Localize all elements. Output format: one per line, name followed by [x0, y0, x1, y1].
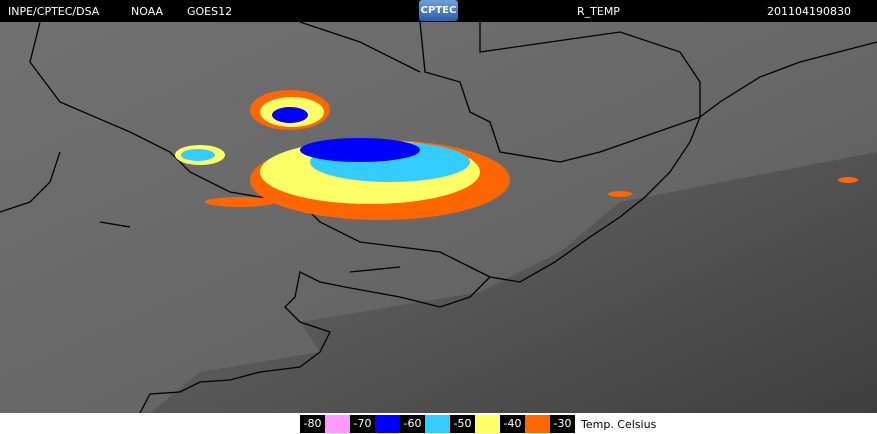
cloud-tops — [175, 90, 858, 220]
source: INPE/CPTEC/DSA — [8, 5, 100, 18]
legend-value: -50 — [450, 415, 475, 433]
satellite: GOES12 — [187, 5, 233, 18]
legend-unit: Temp. Celsius — [581, 417, 657, 431]
legend-value: -60 — [400, 415, 425, 433]
legend-value: -40 — [500, 415, 525, 433]
land — [0, 22, 877, 413]
product: R_TEMP — [577, 5, 620, 18]
legend-value: -80 — [300, 415, 325, 433]
legend-swatch — [475, 415, 500, 433]
borders — [0, 22, 877, 413]
timestamp: 201104190830 — [767, 5, 851, 18]
legend: -80 -70 -60 -50 -40 -30 Temp. Celsius — [300, 414, 656, 434]
legend-swatch — [325, 415, 350, 433]
agency: NOAA — [131, 5, 164, 18]
legend-swatch — [375, 415, 400, 433]
logo: CPTEC — [419, 0, 458, 21]
satellite-image — [0, 22, 877, 413]
legend-swatch — [425, 415, 450, 433]
legend-value: -30 — [550, 415, 575, 433]
legend-value: -70 — [350, 415, 375, 433]
legend-swatch — [525, 415, 550, 433]
header-bar: INPE/CPTEC/DSA NOAA GOES12 CPTEC R_TEMP … — [0, 0, 877, 22]
